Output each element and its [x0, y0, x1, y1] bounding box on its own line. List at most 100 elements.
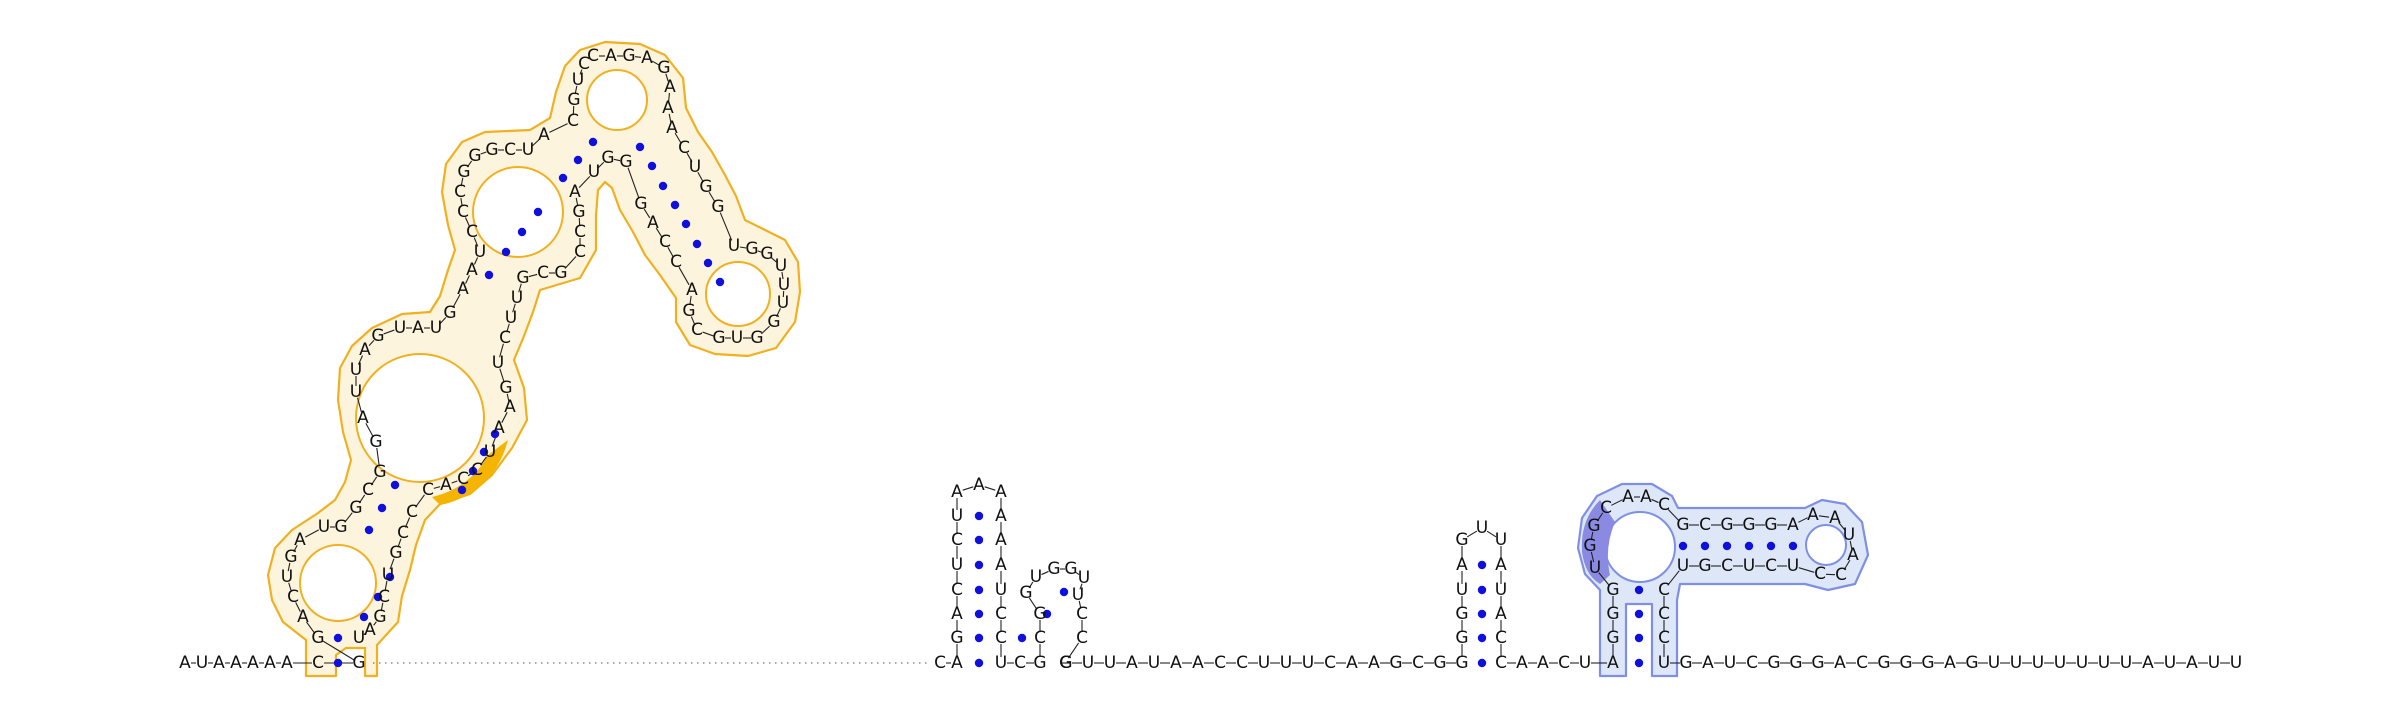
nucleotide: G — [1019, 583, 1032, 603]
nucleotide: G — [1455, 530, 1468, 550]
backbone-link — [708, 191, 716, 203]
backbone-link — [771, 257, 777, 263]
nucleotide: G — [516, 268, 529, 288]
nucleotide: C — [567, 111, 579, 131]
backbone-link — [1079, 583, 1083, 590]
backbone-link — [760, 325, 771, 335]
nucleotide: A — [1787, 515, 1799, 535]
nucleotide: U — [1589, 558, 1601, 578]
backbone-link — [575, 197, 579, 207]
base-pair-dot — [1788, 541, 1798, 551]
base-pair-dot — [479, 447, 489, 457]
nucleotide: U — [2032, 653, 2044, 673]
nucleotide: C — [537, 263, 549, 283]
nucleotide: C — [659, 232, 671, 252]
nucleotide: G — [1064, 559, 1077, 579]
backbone-link — [1028, 597, 1038, 610]
nucleotide: U — [1495, 530, 1507, 550]
backbone-link — [506, 323, 510, 333]
nucleotide: G — [499, 378, 512, 398]
base-pair-dot — [1042, 609, 1052, 619]
backbone-link — [674, 132, 682, 144]
base-pair-dot — [484, 270, 494, 280]
nucleotide: G — [1455, 628, 1468, 648]
nucleotide: C — [1658, 580, 1670, 600]
nucleotide: C — [457, 202, 469, 222]
backbone-link — [357, 355, 364, 365]
backbone-link — [1843, 559, 1851, 571]
nucleotide: U — [731, 328, 743, 348]
nucleotide: G — [1811, 653, 1824, 673]
nucleotide: A — [662, 98, 674, 118]
nucleotide: C — [454, 182, 466, 202]
backbone-link — [781, 271, 784, 280]
nucleotide: C — [1076, 604, 1088, 624]
orange-highlight-segment — [432, 440, 508, 505]
nucleotide: U — [995, 580, 1007, 600]
base-pair-dot — [974, 560, 984, 570]
backbone-link — [480, 151, 487, 155]
base-pair-dot — [703, 258, 713, 268]
nucleotide: U — [588, 162, 600, 182]
nucleotide: G — [760, 244, 773, 264]
backbone-link — [578, 175, 591, 189]
nucleotide: U — [353, 628, 365, 648]
nucleotide: G — [1899, 653, 1912, 673]
base-pair-dot — [670, 200, 680, 210]
nucleotide: A — [179, 653, 191, 673]
nucleotide: A — [1346, 653, 1358, 673]
nucleotide: A — [264, 653, 276, 673]
nucleotide: G — [950, 628, 963, 648]
nucleotide: C — [457, 469, 469, 489]
backbone-link — [1849, 540, 1853, 550]
backbone-link — [1590, 531, 1594, 541]
base-pair-dot — [1766, 541, 1776, 551]
base-pair-dot — [974, 633, 984, 643]
backbone-link — [357, 397, 362, 413]
nucleotide: U — [1078, 568, 1090, 588]
backbone-link — [473, 257, 479, 265]
backbone-link — [473, 237, 479, 247]
backbone-link — [1611, 499, 1623, 506]
backbone-link — [380, 602, 384, 612]
nucleotide: U — [1677, 556, 1689, 576]
base-pair-dot — [1744, 541, 1754, 551]
nucleotide: A — [641, 48, 653, 68]
backbone-link — [389, 558, 395, 570]
nucleotide: C — [1765, 556, 1777, 576]
nucleotide: A — [1495, 604, 1507, 624]
nucleotide: U — [430, 318, 442, 338]
backbone-link — [466, 160, 473, 168]
nucleotide: U — [1579, 653, 1591, 673]
nucleotide: A — [247, 653, 259, 673]
backbone-link — [1041, 570, 1049, 576]
nucleotide: A — [359, 340, 371, 360]
nucleotide: U — [728, 236, 740, 256]
nucleotide: C — [1856, 653, 1868, 673]
base-pair-dot — [385, 572, 395, 582]
backbone-link — [518, 283, 522, 293]
nucleotide: G — [1965, 653, 1978, 673]
nucleotide: A — [1622, 487, 1634, 507]
base-pair-dot — [533, 207, 543, 217]
nucleotide: C — [1495, 628, 1507, 648]
backbone-link — [528, 273, 538, 278]
nucleotide: C — [587, 46, 599, 66]
backbone-link — [433, 486, 441, 489]
nucleotide: A — [1834, 653, 1846, 673]
nucleotide: U — [1030, 567, 1042, 587]
blue-apical-loop — [1805, 524, 1847, 566]
nucleotide: G — [1606, 580, 1619, 600]
backbone-link — [1075, 571, 1080, 576]
nucleotide: C — [951, 580, 963, 600]
orange-domain-outline — [266, 40, 802, 678]
backbone-link — [344, 512, 353, 523]
backbone-link — [643, 208, 651, 219]
nucleotide: C — [1014, 653, 1026, 673]
nucleotide: C — [1236, 653, 1248, 673]
backbone-link — [579, 69, 583, 75]
backbone-link — [690, 316, 696, 325]
nucleotide: U — [196, 653, 208, 673]
nucleotide: U — [318, 517, 330, 537]
